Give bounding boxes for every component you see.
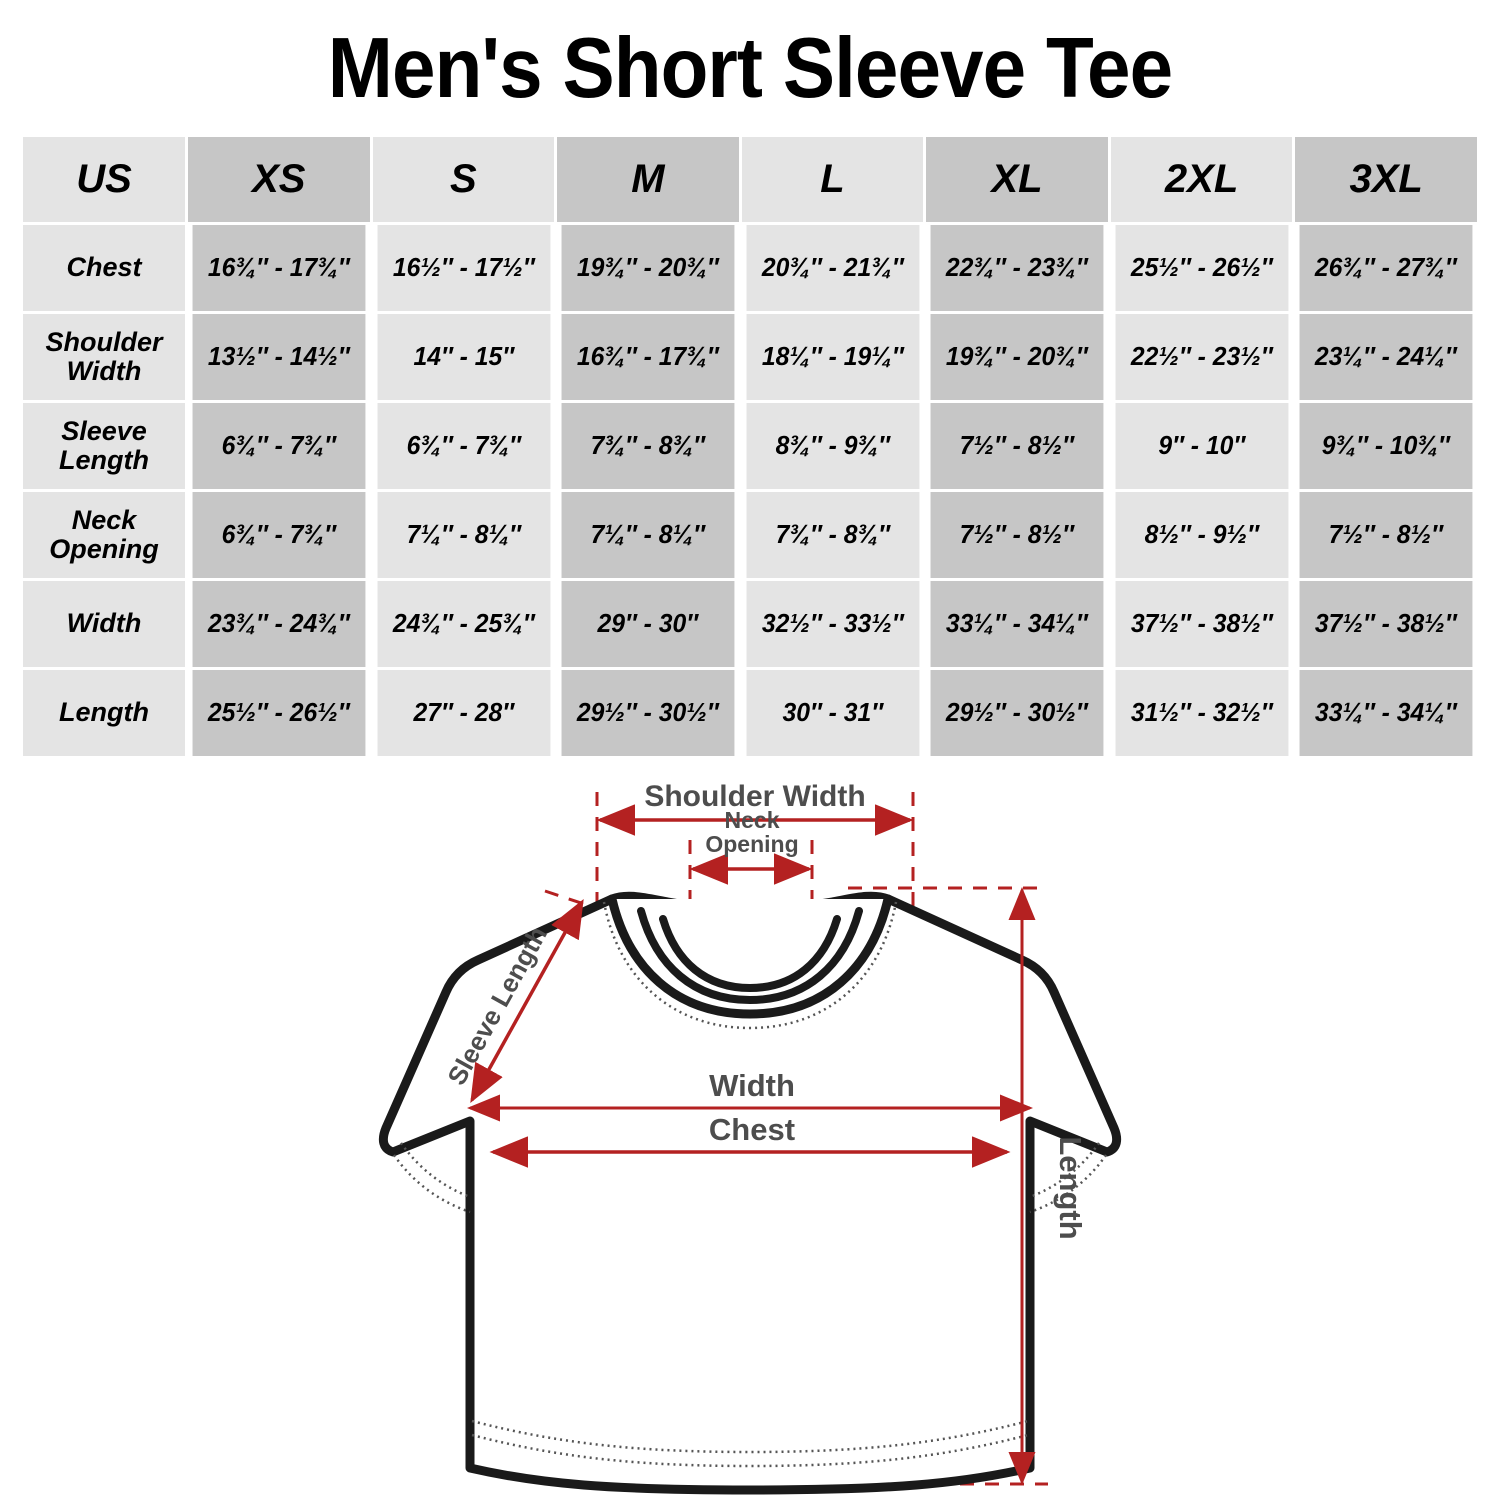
cell-neck-opening-m: 7¼″ - 8¼″ (561, 491, 735, 578)
cell-neck-opening-2xl: 8½″ - 9½″ (1115, 491, 1288, 578)
cell-neck-opening-xl: 7½″ - 8½″ (930, 491, 1104, 578)
header-size-s: S (372, 136, 555, 222)
table-body: Chest 16¾″ - 17¾″ 16½″ - 17½″ 19¾″ - 20¾″ 20… (23, 224, 1477, 756)
cell-length-xl: 29½″ - 30½″ (930, 669, 1104, 756)
label-length: Length (1053, 1136, 1088, 1239)
cell-chest-l: 20¾″ - 21¾″ (746, 224, 919, 311)
header-size-2xl: 2XL (1110, 136, 1293, 222)
header-size-xl: XL (926, 136, 1108, 222)
cell-length-2xl: 31½″ - 32½″ (1115, 669, 1288, 756)
row-label-shoulder-width: Shoulder Width (23, 313, 185, 400)
cell-shoulder-width-s: 14″ - 15″ (377, 313, 550, 400)
row-label-chest: Chest (23, 224, 185, 311)
row-label-line: Length (59, 444, 149, 475)
cell-shoulder-width-xl: 19¾″ - 20¾″ (930, 313, 1104, 400)
row-label-line: Shoulder (45, 327, 163, 358)
row-label-line: Neck (71, 505, 137, 536)
row-label-line: Width (66, 355, 142, 386)
cell-sleeve-length-xs: 6¾″ - 7¾″ (192, 402, 366, 489)
label-width: Width (709, 1068, 795, 1103)
cell-sleeve-length-2xl: 9″ - 10″ (1115, 402, 1288, 489)
table-row: Shoulder Width 13½″ - 14½″ 14″ - 15″ 16¾″ - … (23, 313, 1477, 400)
header-us: US (23, 136, 185, 222)
header-size-l: L (741, 136, 924, 222)
row-label-line: Sleeve (61, 416, 147, 447)
cell-sleeve-length-xl: 7½″ - 8½″ (930, 402, 1104, 489)
cell-chest-3xl: 26¾″ - 27¾″ (1299, 224, 1473, 311)
cell-sleeve-length-l: 8¾″ - 9¾″ (746, 402, 919, 489)
table-row: Length 25½″ - 26½″ 27″ - 28″ 29½″ - 30½″ 30″… (23, 669, 1477, 756)
cell-sleeve-length-3xl: 9¾″ - 10¾″ (1299, 402, 1473, 489)
row-label-neck-opening: Neck Opening (23, 491, 185, 578)
label-neck-opening-line1: Neck (725, 807, 780, 833)
cell-width-xs: 23¾″ - 24¾″ (192, 580, 366, 667)
sleeve-length-arrow (470, 898, 584, 1104)
label-neck-opening-line2: Opening (705, 831, 798, 857)
cell-neck-opening-3xl: 7½″ - 8½″ (1299, 491, 1473, 578)
cell-length-xs: 25½″ - 26½″ (192, 669, 366, 756)
cell-neck-opening-l: 7¾″ - 8¾″ (746, 491, 919, 578)
table-row: Neck Opening 6¾″ - 7¾″ 7¼″ - 8¼″ 7¼″ - 8¼″ 7¾… (23, 491, 1477, 578)
cell-sleeve-length-m: 7¾″ - 8¾″ (561, 402, 735, 489)
row-label-line: Width (66, 608, 142, 639)
cell-width-s: 24¾″ - 25¾″ (377, 580, 550, 667)
label-chest: Chest (709, 1112, 795, 1147)
row-label-line: Opening (49, 533, 159, 564)
cell-chest-s: 16½″ - 17½″ (377, 224, 550, 311)
header-size-m: M (557, 136, 739, 222)
row-label-width: Width (23, 580, 185, 667)
cell-chest-xl: 22¾″ - 23¾″ (930, 224, 1104, 311)
tshirt-measurement-diagram: Shoulder Width Neck Opening Sleeve Lengt… (0, 778, 1500, 1500)
cell-chest-xs: 16¾″ - 17¾″ (192, 224, 366, 311)
cell-shoulder-width-2xl: 22½″ - 23½″ (1115, 313, 1288, 400)
cell-shoulder-width-l: 18¼″ - 19¼″ (746, 313, 919, 400)
cell-width-3xl: 37½″ - 38½″ (1299, 580, 1473, 667)
cell-width-xl: 33¼″ - 34¼″ (930, 580, 1104, 667)
row-label-sleeve-length: Sleeve Length (23, 402, 185, 489)
cell-chest-2xl: 25½″ - 26½″ (1115, 224, 1288, 311)
size-chart-table: US XS S M L XL 2XL 3XL Chest 16¾″ - 17¾″ 1… (20, 134, 1480, 759)
cell-length-3xl: 33¼″ - 34¼″ (1299, 669, 1473, 756)
label-shoulder-width: Shoulder Width (644, 780, 865, 813)
table-row: Width 23¾″ - 24¾″ 24¾″ - 25¾″ 29″ - 30″ 32½″… (23, 580, 1477, 667)
table-header: US XS S M L XL 2XL 3XL (23, 136, 1477, 222)
cell-length-s: 27″ - 28″ (377, 669, 550, 756)
cell-neck-opening-xs: 6¾″ - 7¾″ (192, 491, 366, 578)
row-label-line: Chest (66, 252, 142, 283)
cell-shoulder-width-xs: 13½″ - 14½″ (192, 313, 366, 400)
cell-length-m: 29½″ - 30½″ (561, 669, 735, 756)
cell-sleeve-length-s: 6¾″ - 7¾″ (377, 402, 550, 489)
table-row: Chest 16¾″ - 17¾″ 16½″ - 17½″ 19¾″ - 20¾″ 20… (23, 224, 1477, 311)
row-label-length: Length (23, 669, 185, 756)
cell-width-2xl: 37½″ - 38½″ (1115, 580, 1288, 667)
cell-shoulder-width-m: 16¾″ - 17¾″ (561, 313, 735, 400)
cell-width-m: 29″ - 30″ (561, 580, 735, 667)
cell-width-l: 32½″ - 33½″ (746, 580, 919, 667)
header-size-xs: XS (188, 136, 370, 222)
cell-neck-opening-s: 7¼″ - 8¼″ (377, 491, 550, 578)
cell-length-l: 30″ - 31″ (746, 669, 919, 756)
size-table-container: US XS S M L XL 2XL 3XL Chest 16¾″ - 17¾″ 1… (20, 134, 1480, 759)
cell-shoulder-width-3xl: 23¼″ - 24¼″ (1299, 313, 1473, 400)
table-header-row: US XS S M L XL 2XL 3XL (23, 136, 1477, 222)
measurement-arrows (467, 804, 1036, 1485)
row-label-line: Length (59, 697, 149, 728)
page-title: Men's Short Sleeve Tee (327, 21, 1173, 116)
table-row: Sleeve Length 6¾″ - 7¾″ 6¾″ - 7¾″ 7¾″ - 8¾″ 8… (23, 402, 1477, 489)
header-size-3xl: 3XL (1295, 136, 1477, 222)
cell-chest-m: 19¾″ - 20¾″ (561, 224, 735, 311)
